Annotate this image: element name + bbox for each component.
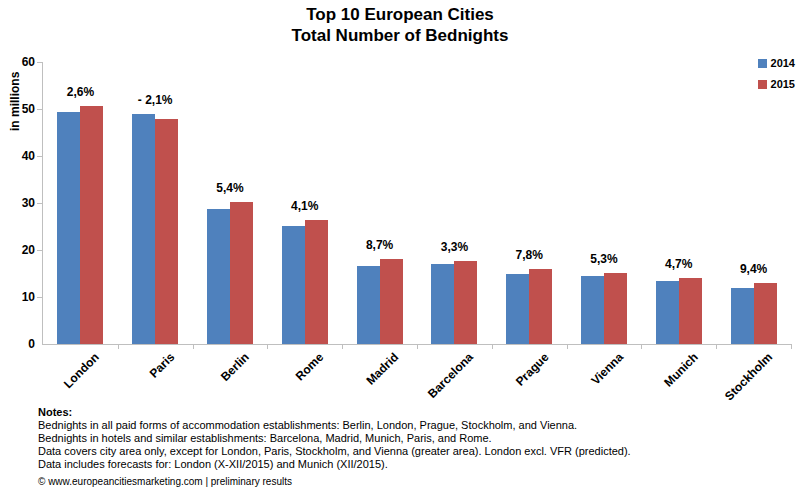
chart-title: Top 10 European Cities Total Number of B… bbox=[0, 4, 800, 46]
change-label-madrid: 8,7% bbox=[342, 238, 417, 252]
x-category-label-stockholm: Stockholm bbox=[722, 350, 775, 403]
x-tick-mark bbox=[716, 344, 717, 349]
y-tick-label-30: 30 bbox=[1, 195, 35, 211]
bar-2015-vienna bbox=[604, 273, 627, 344]
bar-2014-stockholm bbox=[731, 288, 754, 344]
change-label-stockholm: 9,4% bbox=[716, 262, 791, 276]
bar-group-barcelona: 3,3%Barcelona bbox=[417, 62, 492, 344]
bar-2014-london bbox=[57, 112, 80, 344]
change-label-munich: 4,7% bbox=[641, 257, 716, 271]
x-tick-mark bbox=[342, 344, 343, 349]
bar-2014-barcelona bbox=[431, 264, 454, 344]
bar-2015-munich bbox=[679, 278, 702, 344]
bar-group-vienna: 5,3%Vienna bbox=[567, 62, 642, 344]
bar-2014-munich bbox=[656, 281, 679, 344]
y-tick-label-20: 20 bbox=[1, 242, 35, 258]
bar-2014-vienna bbox=[581, 276, 604, 344]
bar-group-munich: 4,7%Munich bbox=[641, 62, 716, 344]
x-tick-mark bbox=[791, 344, 792, 349]
notes: Notes: Bednights in all paid forms of ac… bbox=[38, 406, 631, 488]
x-category-label-rome: Rome bbox=[293, 350, 326, 383]
bar-2014-prague bbox=[506, 274, 529, 344]
note-line-4: Data includes forecasts for: London (X-X… bbox=[38, 458, 631, 471]
copyright-line: © www.europeancitiesmarketing.com | prel… bbox=[38, 475, 631, 488]
change-label-prague: 7,8% bbox=[492, 248, 567, 262]
bar-group-prague: 7,8%Prague bbox=[492, 62, 567, 344]
bar-group-stockholm: 9,4%Stockholm bbox=[716, 62, 791, 344]
notes-lines: Bednights in all paid forms of accommoda… bbox=[38, 419, 631, 471]
note-line-2: Bednights in hotels and similar establis… bbox=[38, 432, 631, 445]
change-label-barcelona: 3,3% bbox=[417, 240, 492, 254]
bar-group-paris: - 2,1%Paris bbox=[118, 62, 193, 344]
change-label-rome: 4,1% bbox=[267, 199, 342, 213]
chart-title-line2: Total Number of Bednights bbox=[0, 25, 800, 46]
bar-2015-berlin bbox=[230, 202, 253, 344]
x-tick-mark bbox=[567, 344, 568, 349]
x-category-label-prague: Prague bbox=[512, 350, 551, 389]
bar-2015-stockholm bbox=[754, 283, 777, 344]
bar-2015-paris bbox=[155, 119, 178, 344]
bar-2015-rome bbox=[305, 220, 328, 344]
bar-group-rome: 4,1%Rome bbox=[267, 62, 342, 344]
bar-2015-prague bbox=[529, 269, 552, 344]
y-tick-label-50: 50 bbox=[1, 101, 35, 117]
bar-group-berlin: 5,4%Berlin bbox=[193, 62, 268, 344]
x-category-label-paris: Paris bbox=[146, 350, 177, 381]
x-tick-mark bbox=[417, 344, 418, 349]
x-tick-mark bbox=[641, 344, 642, 349]
x-category-label-vienna: Vienna bbox=[588, 350, 626, 388]
bar-2014-berlin bbox=[207, 209, 230, 344]
bar-2014-rome bbox=[282, 226, 305, 344]
x-category-label-berlin: Berlin bbox=[218, 350, 252, 384]
bar-2015-madrid bbox=[380, 259, 403, 344]
chart-figure: Top 10 European Cities Total Number of B… bbox=[0, 0, 800, 491]
chart-title-line1: Top 10 European Cities bbox=[0, 4, 800, 25]
change-label-london: 2,6% bbox=[43, 85, 118, 99]
notes-heading: Notes: bbox=[38, 406, 631, 419]
y-tick-label-0: 0 bbox=[1, 336, 35, 352]
plot-area: 01020304050602,6%London- 2,1%Paris5,4%Be… bbox=[42, 62, 791, 345]
bar-group-london: 2,6%London bbox=[43, 62, 118, 344]
bar-2014-madrid bbox=[357, 266, 380, 344]
change-label-vienna: 5,3% bbox=[567, 252, 642, 266]
x-category-label-madrid: Madrid bbox=[364, 350, 402, 388]
x-tick-mark bbox=[193, 344, 194, 349]
note-line-1: Bednights in all paid forms of accommoda… bbox=[38, 419, 631, 432]
y-tick-label-40: 40 bbox=[1, 148, 35, 164]
x-tick-mark bbox=[492, 344, 493, 349]
bar-2014-paris bbox=[132, 114, 155, 344]
y-tick-label-60: 60 bbox=[1, 54, 35, 70]
change-label-berlin: 5,4% bbox=[193, 181, 268, 195]
y-tick-label-10: 10 bbox=[1, 289, 35, 305]
bar-2015-london bbox=[80, 106, 103, 344]
x-tick-mark bbox=[118, 344, 119, 349]
x-tick-mark bbox=[267, 344, 268, 349]
bar-2015-barcelona bbox=[454, 261, 477, 344]
bar-group-madrid: 8,7%Madrid bbox=[342, 62, 417, 344]
x-category-label-barcelona: Barcelona bbox=[425, 350, 476, 401]
x-category-label-london: London bbox=[61, 350, 102, 391]
note-line-3: Data covers city area only, except for L… bbox=[38, 445, 631, 458]
change-label-paris: - 2,1% bbox=[118, 93, 193, 107]
x-category-label-munich: Munich bbox=[661, 350, 701, 390]
